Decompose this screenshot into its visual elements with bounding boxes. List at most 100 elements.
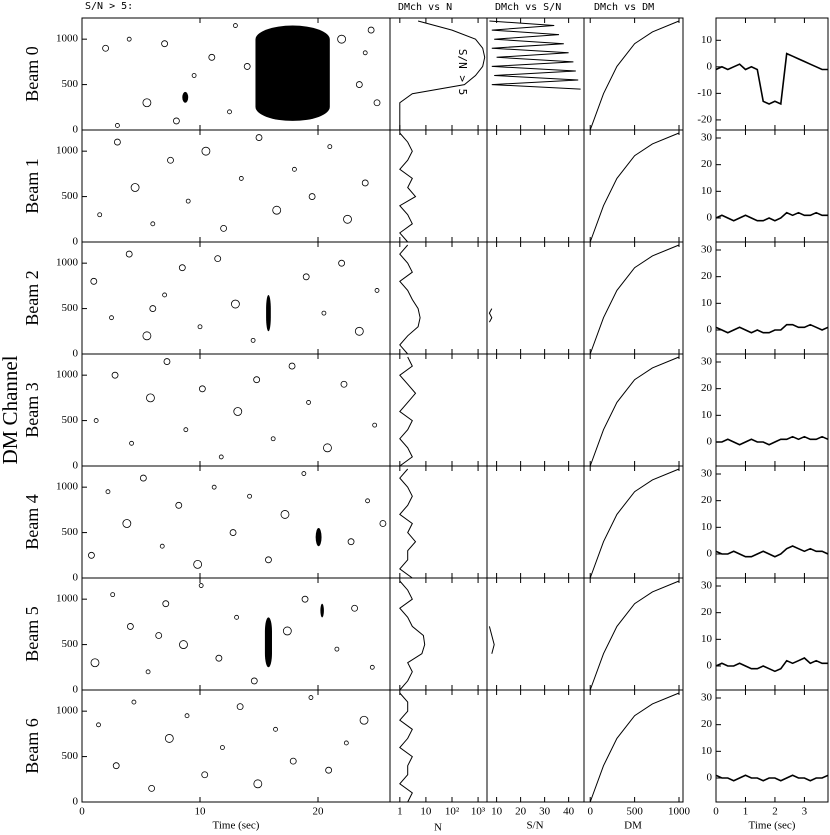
event-cluster — [255, 25, 330, 121]
panel-frame — [583, 129, 684, 243]
event-point — [306, 400, 311, 405]
event-point — [247, 493, 252, 499]
y-tick-label: 30 — [701, 132, 713, 144]
event-point — [334, 646, 340, 652]
x-tick-label: 2 — [772, 806, 778, 818]
dm-curve — [589, 132, 680, 243]
panel-title: DMch vs DM — [594, 2, 654, 13]
x-tick-label: 1000 — [668, 806, 691, 818]
event-point — [185, 198, 191, 204]
event-point — [354, 326, 364, 336]
event-point — [126, 623, 134, 630]
y-tick-label: 30 — [701, 468, 713, 480]
panel-frame — [389, 353, 488, 467]
event-point — [162, 292, 168, 298]
event-point — [243, 63, 251, 70]
event-point — [220, 224, 228, 232]
event-point — [343, 740, 349, 746]
y-tick-label: 20 — [701, 382, 713, 394]
panel-frame — [389, 17, 488, 131]
snr-profile — [489, 20, 581, 90]
count-profile — [399, 132, 417, 243]
beam-label: Beam 3 — [22, 382, 42, 438]
y-tick-label: 0 — [73, 348, 79, 360]
event-point — [229, 529, 237, 536]
time-series — [715, 211, 828, 222]
event-point — [97, 212, 103, 218]
dm-curve — [589, 692, 680, 803]
dm-curve — [589, 468, 680, 579]
event-point — [88, 551, 95, 559]
event-point — [111, 371, 119, 379]
event-point — [161, 40, 169, 48]
panel-frame — [486, 17, 585, 131]
beam-label: Beam 6 — [22, 718, 42, 774]
event-point — [340, 380, 348, 388]
y-tick-label: 1000 — [56, 481, 79, 493]
time-series — [715, 323, 829, 334]
x-axis-label: N — [434, 822, 442, 834]
event-point — [102, 44, 110, 52]
event-point — [96, 722, 101, 728]
event-point — [372, 422, 378, 428]
x-tick-label: 1 — [397, 806, 403, 818]
x-axis-label: Time (sec) — [213, 820, 260, 832]
y-tick-label: 1000 — [56, 369, 79, 381]
event-point — [162, 600, 170, 608]
event-point — [220, 745, 225, 750]
event-point — [112, 762, 120, 770]
panel-frame — [81, 577, 391, 691]
event-point — [145, 669, 151, 675]
event-point — [164, 734, 174, 743]
x-tick-label: 10 — [491, 806, 503, 818]
y-tick-label: 0 — [707, 772, 713, 784]
event-point — [142, 331, 152, 341]
panel-frame — [583, 689, 684, 803]
event-point — [155, 632, 163, 639]
y-tick-label: 20 — [701, 494, 713, 506]
event-cluster — [264, 617, 272, 668]
panel-frame — [81, 465, 391, 579]
panel-frame — [389, 465, 488, 579]
y-tick-label: 10 — [701, 521, 713, 533]
y-tick-label: 500 — [62, 302, 79, 314]
event-point — [139, 474, 147, 482]
panel-frame — [486, 353, 585, 467]
event-point — [343, 214, 352, 224]
event-point — [265, 556, 272, 564]
event-point — [129, 440, 134, 446]
event-point — [280, 510, 290, 519]
event-point — [159, 543, 165, 549]
panel-frame — [486, 689, 585, 803]
event-point — [90, 658, 100, 668]
y-tick-label: 30 — [701, 244, 713, 256]
panel-frame — [81, 689, 391, 803]
y-tick-label: 500 — [62, 78, 79, 90]
event-point — [301, 595, 309, 603]
y-tick-label: 500 — [62, 190, 79, 202]
event-point — [105, 489, 111, 495]
dm-curve — [589, 580, 680, 691]
event-point — [126, 36, 132, 42]
y-tick-label: 500 — [62, 414, 79, 426]
x-tick-label: 0 — [79, 806, 85, 818]
event-point — [173, 117, 180, 125]
panel-frame — [486, 577, 585, 691]
y-tick-label: 20 — [701, 158, 713, 170]
panel-frame — [715, 17, 829, 131]
y-tick-label: 1000 — [56, 145, 79, 157]
event-point — [179, 640, 188, 649]
time-series — [716, 435, 829, 446]
y-tick-label: 30 — [701, 692, 713, 704]
event-point — [149, 305, 157, 312]
panel-frame — [715, 465, 829, 579]
event-cluster — [315, 528, 322, 547]
y-tick-label: 0 — [707, 212, 713, 224]
panel-title: DMch vs S/N — [495, 2, 561, 13]
event-point — [201, 146, 211, 156]
event-point — [122, 519, 132, 528]
x-tick-label: 20 — [515, 806, 527, 818]
panel-frame — [486, 129, 585, 243]
panel-frame — [81, 241, 391, 355]
y-tick-label: 1000 — [56, 257, 79, 269]
